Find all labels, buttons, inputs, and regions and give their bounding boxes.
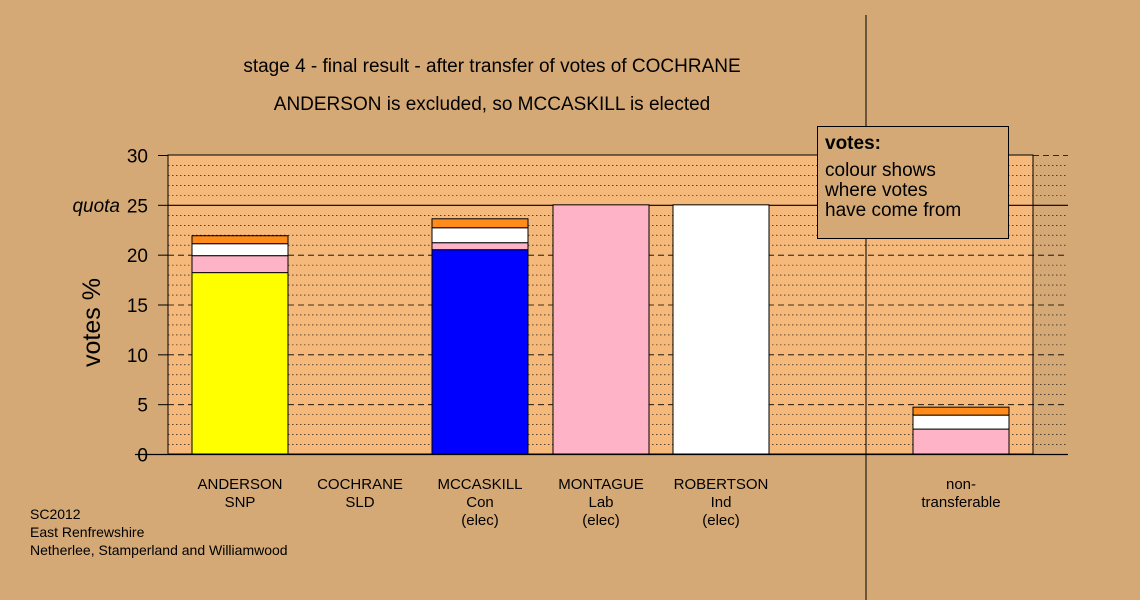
x-tick-label: (elec) <box>582 512 620 529</box>
y-tick-label: 5 <box>137 396 148 417</box>
bar-segment <box>672 204 770 455</box>
quota-label: quota <box>72 196 120 217</box>
legend-line: have come from <box>825 200 962 221</box>
bar-segment <box>552 204 650 455</box>
x-tick-label: Con <box>466 494 494 511</box>
bar-segment <box>431 227 529 244</box>
chart-subtitle: ANDERSON is excluded, so MCCASKILL is el… <box>274 94 710 115</box>
bar-segment <box>191 272 289 455</box>
bar-segment <box>912 414 1010 430</box>
bar-segment <box>431 249 529 455</box>
bar-segment <box>431 242 529 251</box>
legend-line: where votes <box>825 180 928 201</box>
y-tick-label: 20 <box>127 246 148 267</box>
x-tick-label: Lab <box>588 494 613 511</box>
x-tick-label: SLD <box>345 494 374 511</box>
x-tick-label: MCCASKILL <box>437 476 522 493</box>
x-tick-label: (elec) <box>702 512 740 529</box>
x-tick-label: MONTAGUE <box>558 476 644 493</box>
y-tick-label: 15 <box>127 296 148 317</box>
bar-segment <box>431 218 529 229</box>
footer-info: SC2012 East Renfrewshire Netherlee, Stam… <box>30 505 288 559</box>
x-tick-label: COCHRANE <box>317 476 403 493</box>
bar-segment <box>191 255 289 274</box>
footer-council: East Renfrewshire <box>30 524 145 540</box>
y-axis-label: votes % <box>78 278 106 367</box>
x-tick-label: non- <box>946 476 976 493</box>
legend-line: colour shows <box>825 160 936 181</box>
legend-box: votes: colour shows where votes have com… <box>817 126 1009 239</box>
x-tick-label: Ind <box>711 494 732 511</box>
footer-ward: Netherlee, Stamperland and Williamwood <box>30 542 288 558</box>
footer-election: SC2012 <box>30 506 81 522</box>
y-tick-label: 30 <box>127 147 148 168</box>
bar-segment <box>912 406 1010 416</box>
x-tick-label: (elec) <box>461 512 499 529</box>
bar-segment <box>191 235 289 245</box>
x-tick-label: ROBERTSON <box>674 476 769 493</box>
x-tick-label: transferable <box>921 494 1000 511</box>
bar-segment <box>912 428 1010 455</box>
y-tick-label: 0 <box>137 446 148 467</box>
bar-segment <box>191 243 289 257</box>
y-tick-label: 10 <box>127 346 148 367</box>
y-tick-label: 25 <box>127 196 148 217</box>
x-tick-label: SNP <box>225 494 256 511</box>
chart-title: stage 4 - final result - after transfer … <box>243 56 740 77</box>
legend-title: votes: <box>825 133 881 154</box>
x-tick-label: ANDERSON <box>197 476 282 493</box>
